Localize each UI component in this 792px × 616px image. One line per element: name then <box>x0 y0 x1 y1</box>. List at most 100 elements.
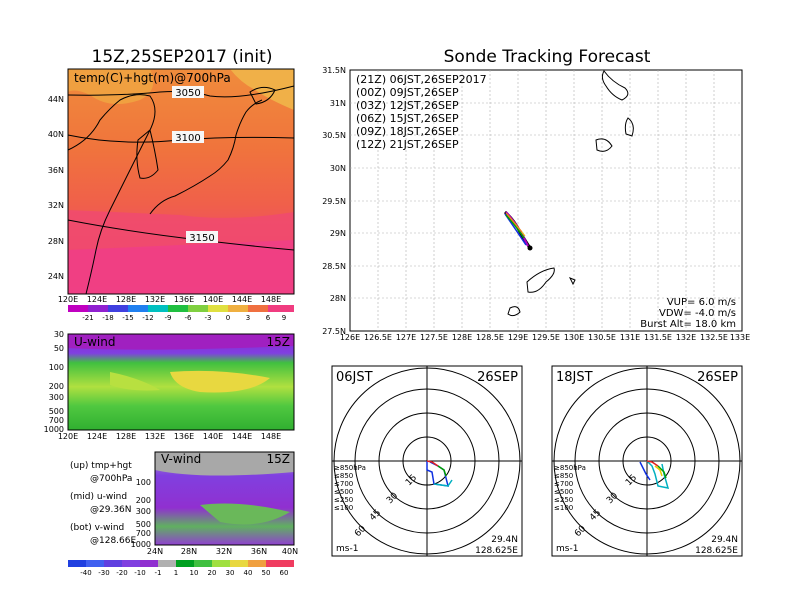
cbar-label: 0 <box>226 314 230 322</box>
p-tick: 200 <box>136 496 151 505</box>
lon-tick: 129.5E <box>532 333 560 342</box>
polar-lon-18jst: 128.625E <box>695 546 738 556</box>
p-tick: 300 <box>49 393 64 402</box>
lat-tick: 36N <box>251 547 267 556</box>
polar-time-18jst: 18JST <box>556 370 593 385</box>
cbar-label: -30 <box>98 569 109 577</box>
note-up-1: (up) tmp+hgt <box>70 461 132 471</box>
lon-tick: 124E <box>87 432 107 441</box>
level-label: ≤500 <box>554 488 573 496</box>
p-tick: 100 <box>136 478 151 487</box>
lon-tick: 128E <box>116 295 136 304</box>
lon-tick: 144E <box>232 432 252 441</box>
lon-tick: 144E <box>232 295 252 304</box>
legend-00z: (00Z) 09JST,26SEP <box>356 86 459 99</box>
track-03z <box>504 213 527 246</box>
lon-tick: 124E <box>87 295 107 304</box>
track-06z <box>505 214 525 239</box>
lat-tick: 31N <box>330 99 346 108</box>
p-tick: 30 <box>54 330 64 339</box>
hodo-trace-06jst-mid <box>437 465 447 477</box>
lat-tick: 32N <box>48 201 64 210</box>
polar-rings-06jst: 15 30 45 60 <box>353 473 419 539</box>
lon-tick: 132.5E <box>700 333 728 342</box>
lon-tick: 132E <box>676 333 696 342</box>
contour-label-3050: 3050 <box>175 88 200 99</box>
p-tick: 50 <box>54 344 64 353</box>
polar-panel-18jst <box>551 365 743 557</box>
lat-tick: 31.5N <box>322 66 346 75</box>
polar-unit-06jst: ms-1 <box>336 544 358 554</box>
island-tanegashima <box>624 117 634 137</box>
vwind-time: 15Z <box>267 452 291 466</box>
level-label: ≤850 <box>334 472 353 480</box>
lat-tick: 30N <box>330 164 346 173</box>
lon-tick: 126.5E <box>364 333 392 342</box>
polar-lat-06jst: 29.4N <box>491 535 518 545</box>
level-label: ≥850hPa <box>554 464 586 472</box>
lon-tick: 128E <box>452 333 472 342</box>
lon-tick: 130E <box>564 333 584 342</box>
contour-label-3100: 3100 <box>175 133 200 144</box>
legend-21z: (21Z) 06JST,26SEP2017 <box>356 73 487 86</box>
note-mid-1: (mid) u-wind <box>70 492 127 502</box>
lon-tick: 136E <box>174 295 194 304</box>
lon-tick: 131.5E <box>644 333 672 342</box>
level-label: ≤100 <box>334 504 353 512</box>
level-label: ≤700 <box>334 480 353 488</box>
lon-tick: 148E <box>261 295 281 304</box>
cbar-label: -40 <box>80 569 91 577</box>
level-label: ≤850 <box>554 472 573 480</box>
lon-tick: 132E <box>145 295 165 304</box>
cbar-label: -10 <box>134 569 145 577</box>
lon-tick: 148E <box>261 432 281 441</box>
param-burst: Burst Alt= 18.0 km <box>640 319 736 330</box>
level-label: ≥850hPa <box>334 464 366 472</box>
left-title: 15Z,25SEP2017 (init) <box>92 47 273 67</box>
contour-label-3150: 3150 <box>189 233 214 244</box>
lon-tick: 128E <box>116 432 136 441</box>
lat-tick: 32N <box>216 547 232 556</box>
lon-tick: 130.5E <box>588 333 616 342</box>
lon-tick: 136E <box>174 432 194 441</box>
cbar-label: -15 <box>122 314 133 322</box>
lon-tick: 129E <box>508 333 528 342</box>
p-tick: 700 <box>136 529 151 538</box>
cbar-label: 50 <box>262 569 271 577</box>
lat-tick: 36N <box>48 166 64 175</box>
polar-levels-18jst: ≥850hPa ≤850 ≤700 ≤500 ≤250 ≤100 <box>554 464 586 512</box>
lon-tick: 120E <box>58 432 78 441</box>
lat-tick: 30.5N <box>322 131 346 140</box>
lat-tick: 40N <box>282 547 298 556</box>
p-tick: 700 <box>49 416 64 425</box>
lon-tick: 128.5E <box>476 333 504 342</box>
cbar-label: 10 <box>190 569 199 577</box>
uwind-lon-ticks: 120E 124E 128E 132E 136E 140E 144E 148E <box>58 432 281 441</box>
temp-map: 3050 3100 3150 <box>67 68 295 295</box>
uwind-panel <box>67 333 295 431</box>
legend-06z: (06Z) 15JST,26SEP <box>356 112 459 125</box>
lat-tick: 29.5N <box>322 197 346 206</box>
temp-colorbar-labels: -21 -18 -15 -12 -9 -6 -3 0 3 6 9 <box>82 314 286 322</box>
right-title: Sonde Tracking Forecast <box>444 47 651 67</box>
lon-tick: 131E <box>620 333 640 342</box>
cbar-label: -20 <box>116 569 127 577</box>
track-12z <box>505 212 523 233</box>
polar-panel-06jst <box>331 365 523 557</box>
note-up-2: @700hPa <box>90 474 132 484</box>
p-tick: 300 <box>136 507 151 516</box>
p-tick: 200 <box>49 382 64 391</box>
cbar-label: 30 <box>226 569 235 577</box>
cbar-label: -9 <box>165 314 172 322</box>
hodo-trace-18jst-top <box>639 461 651 481</box>
island-kyushu <box>601 70 629 101</box>
cbar-label: 20 <box>208 569 217 577</box>
hodo-trace-18jst-low <box>646 460 659 467</box>
map-label: temp(C)+hgt(m)@700hPa <box>74 71 231 85</box>
lat-tick: 28N <box>330 294 346 303</box>
vwind-pressure-ticks: 100 200 300 500 700 1000 <box>131 478 151 549</box>
cbar-label: -1 <box>155 569 162 577</box>
map-lon-ticks: 120E 124E 128E 132E 136E 140E 144E 148E <box>58 295 281 304</box>
coastline-korea <box>136 129 159 179</box>
